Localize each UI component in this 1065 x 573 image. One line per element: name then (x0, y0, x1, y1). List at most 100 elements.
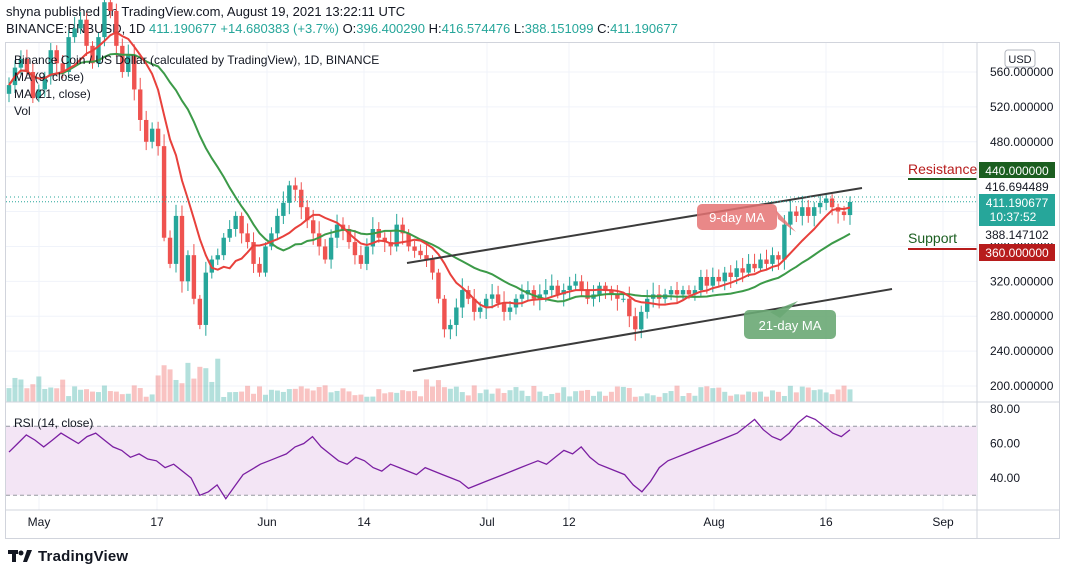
volume-bar (418, 396, 424, 402)
candle (185, 250, 191, 291)
candle (800, 195, 805, 226)
volume-bar (42, 388, 48, 402)
open-label: O: (342, 21, 357, 36)
candle (728, 265, 733, 289)
high-label: H: (428, 21, 442, 36)
volume-bar (573, 391, 579, 402)
volume-bar (775, 391, 781, 402)
volume-bar (531, 385, 537, 402)
candle (412, 240, 417, 258)
y-tick-label: 320.000000 (990, 274, 1054, 288)
candle (6, 77, 12, 103)
x-tick-label: Sep (932, 515, 954, 529)
volume-bar (251, 393, 257, 402)
candle (746, 254, 751, 278)
candle (132, 44, 137, 101)
tradingview-logo-icon (8, 550, 32, 562)
volume-bar (483, 389, 489, 402)
candle (269, 227, 274, 251)
volume-bar (179, 383, 185, 402)
ohlc-line: BINANCE:BNBUSD, 1D 411.190677 +14.680383… (6, 21, 678, 36)
candle (203, 261, 209, 336)
volume-bar (656, 396, 662, 402)
volume-bar (113, 391, 119, 402)
volume-bar (596, 391, 602, 402)
volume-bar (119, 394, 125, 402)
open-value: 396.400290 (356, 21, 425, 36)
volume-bar (257, 386, 263, 402)
candle (84, 12, 89, 56)
x-tick-label: 14 (357, 515, 371, 529)
volume-bar (310, 390, 316, 402)
volume-bar (197, 366, 203, 402)
candle (143, 110, 149, 151)
candle (794, 206, 799, 223)
volume-bar (752, 392, 758, 402)
candle (674, 281, 680, 303)
low-line-badge: 388.147102 (979, 226, 1055, 243)
volume-bar (680, 396, 686, 402)
tradingview-footer[interactable]: TradingView (8, 545, 128, 567)
volume-bar (60, 379, 66, 402)
volume-bar (245, 385, 251, 402)
currency-box[interactable] (1004, 49, 1036, 68)
volume-bar (101, 385, 107, 402)
chart-frame[interactable] (5, 42, 1060, 539)
candle (138, 77, 143, 131)
volume-bar (239, 391, 245, 402)
volume-bar (638, 396, 644, 402)
volume-bar (758, 391, 764, 402)
candle (352, 229, 358, 265)
volume-bar (549, 394, 555, 402)
rsi-tick-label: 80.00 (990, 402, 1020, 416)
candle (120, 38, 125, 78)
candle (36, 84, 42, 103)
rsi-tick-label: 40.00 (990, 471, 1020, 485)
volume-bar (608, 391, 614, 402)
volume-bar (334, 390, 340, 402)
y-tick-label: 240.000000 (990, 344, 1054, 358)
volume-bar (632, 396, 638, 402)
close-label: C: (597, 21, 611, 36)
ma9-line (8, 31, 851, 309)
candle (299, 182, 304, 220)
candle (263, 242, 268, 277)
x-tick-label: Jul (479, 515, 494, 529)
volume-bar (847, 389, 853, 402)
x-tick-label: 12 (562, 515, 576, 529)
volume-bar (591, 395, 597, 402)
candle (615, 285, 620, 311)
candle (579, 275, 584, 296)
legend-ma21: MA (21, close) (14, 87, 91, 101)
volume-bar (561, 387, 567, 402)
candle (233, 211, 238, 237)
volume-bar (674, 385, 680, 402)
volume-bar (322, 385, 328, 402)
volume-bar (805, 387, 811, 402)
candle (239, 212, 244, 244)
candle (322, 239, 328, 264)
support-annotation: Support (908, 230, 957, 246)
volume-bar (746, 391, 752, 402)
candle (764, 249, 769, 271)
volume-bar (668, 391, 674, 402)
candle (501, 291, 507, 321)
volume-bar (328, 392, 334, 402)
volume-bar (143, 396, 149, 402)
candle (305, 200, 310, 229)
resistance-badge: 440.000000 (979, 162, 1055, 179)
candle (507, 301, 513, 321)
candle (418, 244, 423, 259)
volume-bar (489, 393, 495, 402)
volume-bar (817, 389, 823, 402)
volume-bar (716, 387, 722, 402)
volume-bar (66, 396, 72, 402)
candle (460, 278, 465, 318)
x-tick-label: Jun (257, 515, 276, 529)
volume-bar (388, 392, 394, 402)
volume-bar (769, 390, 775, 402)
volume-bar (203, 368, 209, 402)
volume-bar (740, 394, 746, 402)
volume-bar (471, 385, 477, 402)
